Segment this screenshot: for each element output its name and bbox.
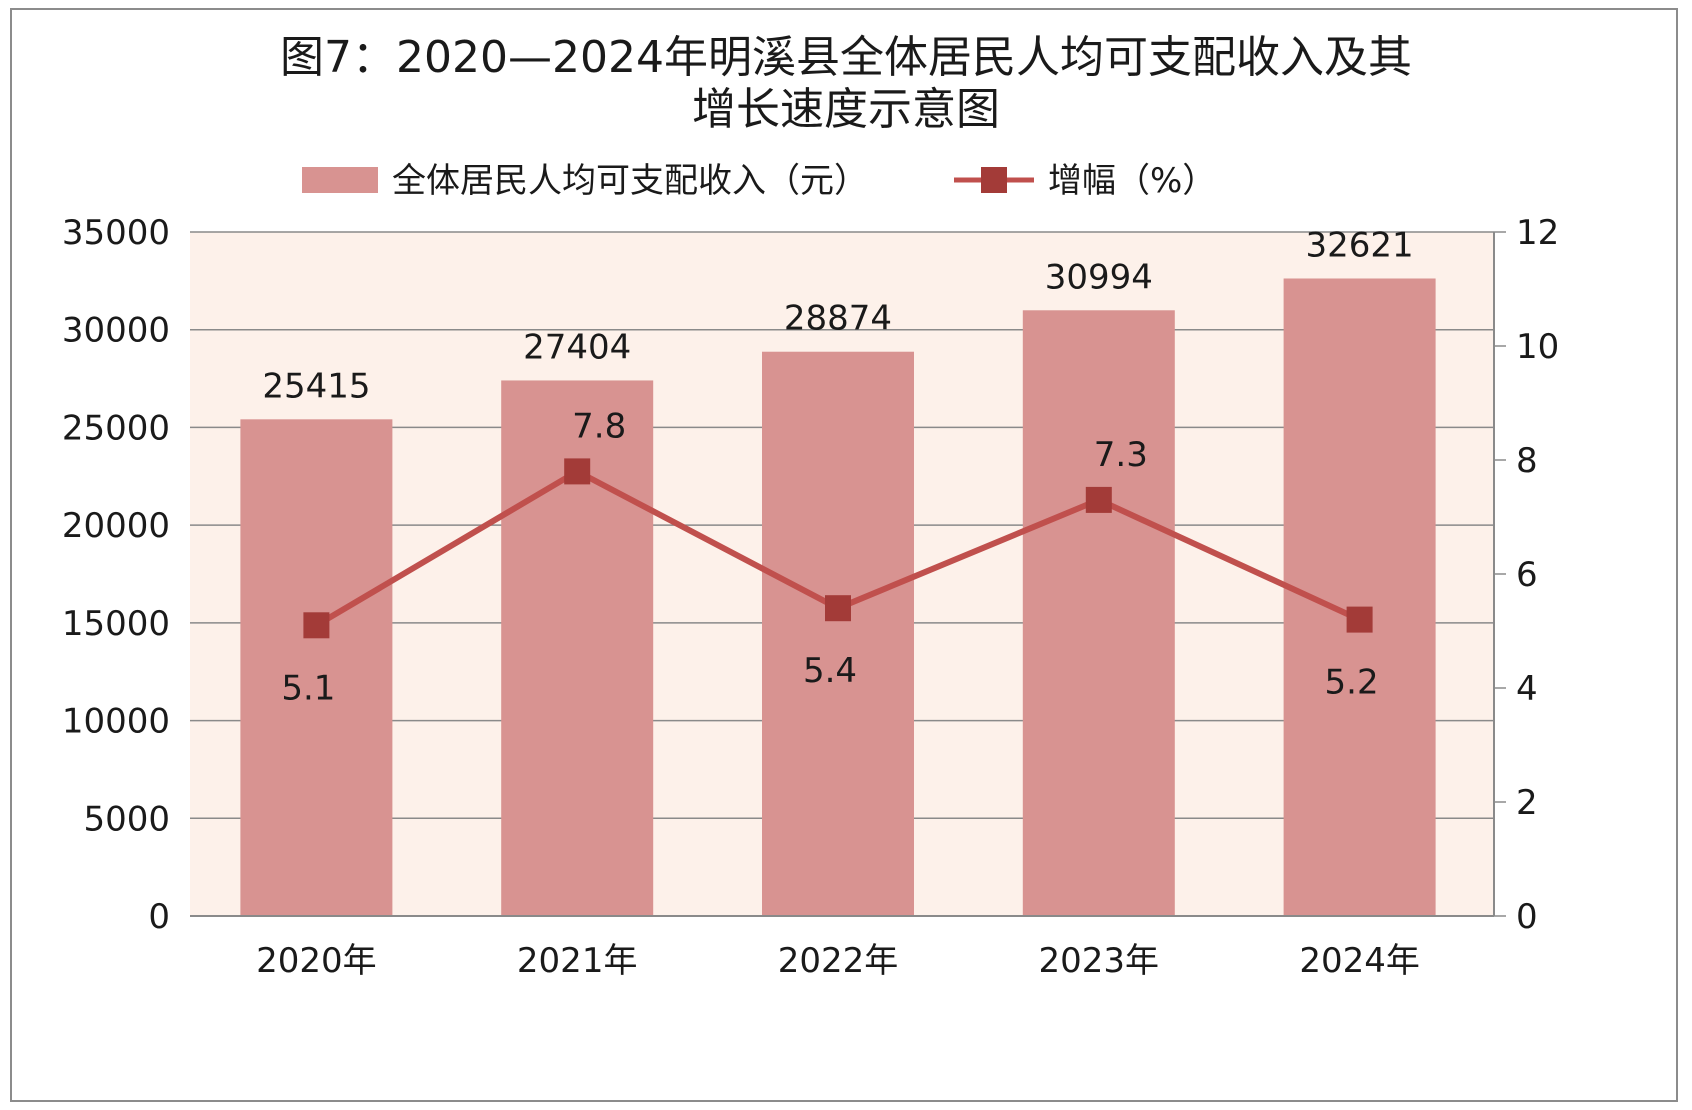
bar-value-label: 32621 bbox=[1306, 225, 1414, 265]
y-left-tick-label: 20000 bbox=[62, 506, 170, 546]
chart-frame: 图7：2020—2024年明溪县全体居民人均可支配收入及其 增长速度示意图 全体居… bbox=[10, 8, 1678, 1102]
x-tick-label: 2021年 bbox=[517, 941, 638, 981]
y-left-tick-label: 10000 bbox=[62, 702, 170, 742]
line-marker bbox=[1085, 486, 1112, 513]
y-right-tick-label: 8 bbox=[1516, 441, 1538, 481]
line-value-label: 5.1 bbox=[281, 668, 335, 708]
legend-label-line: 增幅（%） bbox=[1048, 161, 1216, 201]
line-marker bbox=[303, 612, 330, 639]
x-tick-label: 2022年 bbox=[778, 941, 899, 981]
line-value-label: 5.2 bbox=[1325, 663, 1379, 703]
line-value-label: 5.4 bbox=[803, 651, 857, 691]
legend: 全体居民人均可支配收入（元） 增幅（%） bbox=[302, 161, 1216, 201]
data-labels: 25415 27404 28874 30994 32621 5.1 7.8 5.4 7.3 5.2 bbox=[262, 225, 1413, 708]
x-tick-label: 2020年 bbox=[256, 941, 377, 981]
legend-label-bar: 全体居民人均可支配收入（元） bbox=[392, 161, 868, 201]
y-left-tick-label: 35000 bbox=[62, 213, 170, 253]
y-left-tick-label: 15000 bbox=[62, 604, 170, 644]
legend-swatch-marker bbox=[981, 167, 1007, 193]
line-marker bbox=[825, 595, 851, 622]
y-right-tick-label: 2 bbox=[1516, 783, 1538, 823]
y-left-tick-label: 5000 bbox=[83, 799, 170, 839]
bar bbox=[1022, 310, 1175, 916]
bar-value-label: 25415 bbox=[262, 366, 370, 406]
bar-value-label: 28874 bbox=[784, 299, 892, 339]
y-right-tick-label: 0 bbox=[1516, 897, 1538, 937]
x-tick-label: 2023年 bbox=[1039, 941, 1160, 981]
y-right-tick-label: 6 bbox=[1516, 555, 1538, 595]
chart-title-line-1: 图7：2020—2024年明溪县全体居民人均可支配收入及其 bbox=[280, 32, 1412, 83]
line-value-label: 7.8 bbox=[572, 406, 626, 446]
bar bbox=[240, 419, 393, 916]
y-right-tick-label: 10 bbox=[1516, 327, 1559, 367]
legend-swatch-bar bbox=[302, 167, 378, 193]
chart-title-line-2: 增长速度示意图 bbox=[692, 84, 1000, 135]
line-value-label: 7.3 bbox=[1094, 435, 1148, 475]
y-left-tick-label: 30000 bbox=[62, 311, 170, 351]
y-right-tick-label: 4 bbox=[1516, 669, 1538, 709]
line-marker bbox=[1346, 606, 1373, 633]
line-marker bbox=[564, 458, 591, 485]
y-left-tick-label: 0 bbox=[148, 897, 170, 937]
line-series bbox=[303, 458, 1373, 639]
bar bbox=[762, 351, 914, 916]
y-right-tick-label: 12 bbox=[1516, 213, 1559, 253]
bar-value-label: 30994 bbox=[1045, 257, 1153, 297]
y-left-tick-label: 25000 bbox=[62, 408, 170, 448]
x-tick-label: 2024年 bbox=[1299, 941, 1420, 981]
axes: 0 5000 10000 15000 20000 25000 30000 35000 0 2 4 6 8… bbox=[62, 213, 1559, 981]
bar-value-label: 27404 bbox=[523, 327, 631, 367]
